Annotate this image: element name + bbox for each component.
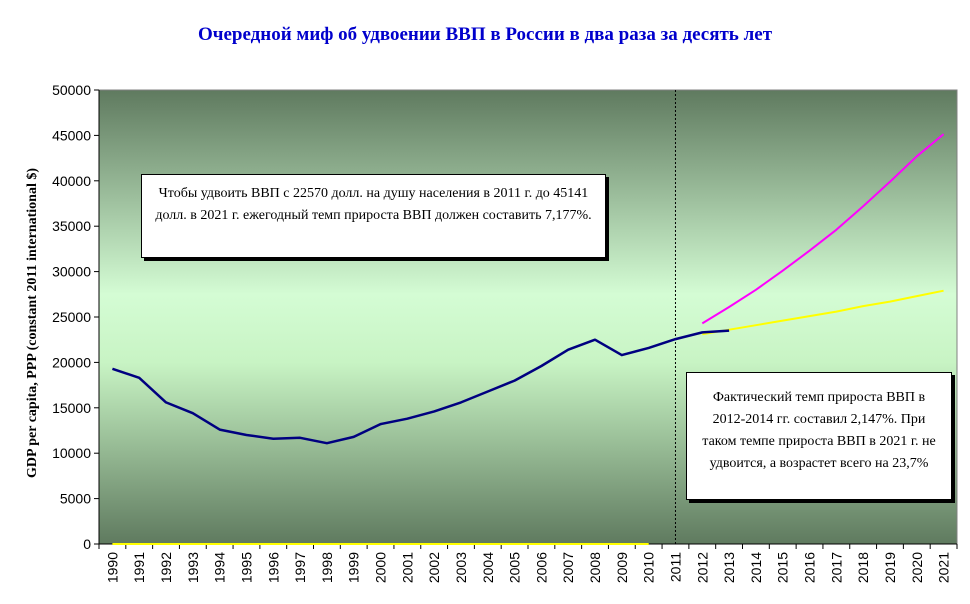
doubling-annotation: Чтобы удвоить ВВП с 22570 долл. на душу … <box>141 174 606 258</box>
x-tick-label: 2015 <box>775 552 791 583</box>
x-tick-label: 2016 <box>802 552 818 583</box>
x-tick-label: 2019 <box>882 552 898 583</box>
y-tick-label: 5000 <box>60 491 91 507</box>
y-tick-label: 15000 <box>52 400 91 416</box>
doubling-series-line <box>701 133 945 325</box>
x-tick-label: 2018 <box>855 552 871 583</box>
x-tick-label: 2001 <box>399 552 415 583</box>
x-tick-label: 1994 <box>212 552 228 583</box>
y-axis-title: GDP per capita, PPP (constant 2011 inter… <box>25 167 40 479</box>
x-tick-label: 1998 <box>319 552 335 583</box>
x-tick-label: 2000 <box>373 552 389 583</box>
x-tick-label: 1993 <box>185 552 201 583</box>
axes: 0 5000 10000 15000 20000 25000 30000 35000 40000… <box>52 82 958 583</box>
y-tick-label: 45000 <box>52 127 91 143</box>
y-tick-label: 10000 <box>52 445 91 461</box>
x-tick-label: 2017 <box>828 552 844 583</box>
y-tick-label: 20000 <box>52 354 91 370</box>
x-tick-label: 2011 <box>667 552 683 582</box>
y-tick-label: 35000 <box>52 218 91 234</box>
actual-series-line <box>112 329 730 445</box>
x-tick-label: 2010 <box>641 552 657 583</box>
x-tick-label: 2020 <box>909 552 925 583</box>
y-tick-label: 0 <box>83 536 91 552</box>
actual-rate-annotation: Фактический темп прироста ВВП в 2012-201… <box>686 372 952 500</box>
y-tick-label: 30000 <box>52 264 91 280</box>
x-tick-label: 1990 <box>104 552 120 583</box>
x-tick-label: 2014 <box>748 552 764 583</box>
x-tick-label: 2007 <box>560 552 576 583</box>
x-tick-label: 2021 <box>936 552 952 583</box>
chart-title: Очередной миф об удвоении ВВП в России в… <box>197 24 773 45</box>
x-tick-label: 2004 <box>480 552 496 583</box>
x-tick-label: 1992 <box>158 552 174 583</box>
x-tick-label: 1997 <box>292 552 308 583</box>
x-tick-label: 2009 <box>614 552 630 583</box>
x-tick-label: 2002 <box>426 552 442 583</box>
x-tick-label: 2003 <box>453 552 469 583</box>
y-tick-label: 40000 <box>52 173 91 189</box>
x-tick-label: 1996 <box>265 552 281 583</box>
y-tick-label: 25000 <box>52 309 91 325</box>
x-tick-label: 1991 <box>131 552 147 583</box>
actual-rate-series-line <box>702 289 944 336</box>
y-tick-label: 50000 <box>52 82 91 98</box>
x-tick-label: 2013 <box>721 552 737 583</box>
x-tick-label: 2005 <box>507 552 523 583</box>
x-tick-label: 1995 <box>238 552 254 583</box>
x-tick-label: 2012 <box>694 552 710 583</box>
x-tick-label: 1999 <box>346 552 362 583</box>
x-tick-label: 2008 <box>587 552 603 583</box>
x-tick-label: 2006 <box>533 552 549 583</box>
series-layer <box>112 133 945 545</box>
